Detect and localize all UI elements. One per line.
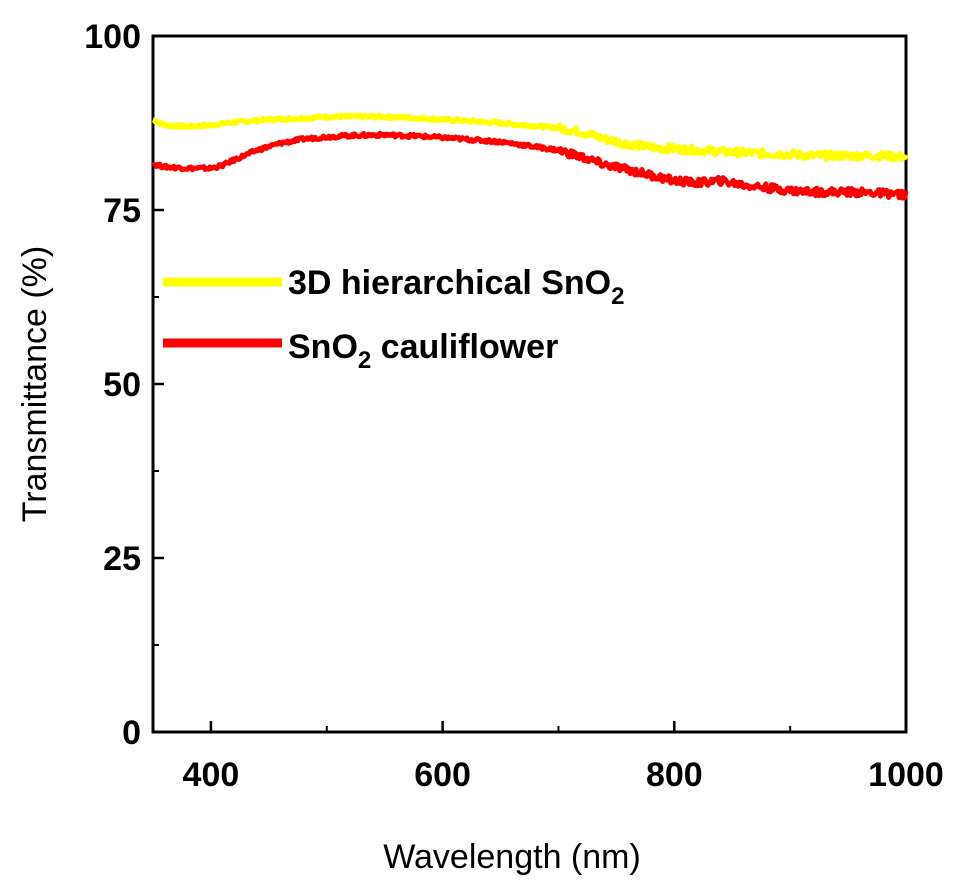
plot-frame — [151, 34, 908, 734]
y-tick-label: 25 — [103, 540, 141, 578]
legend-label-hierarchical: 3D hierarchical SnO2 — [288, 264, 625, 310]
x-tick-label: 600 — [414, 756, 471, 794]
x-tick-label: 1000 — [868, 756, 944, 794]
y-tick-label: 100 — [84, 18, 141, 56]
legend: 3D hierarchical SnO2 SnO2 cauliflower — [163, 264, 625, 374]
legend-label-cauliflower: SnO2 cauliflower — [288, 328, 558, 374]
x-tick-label: 800 — [646, 756, 703, 794]
x-tick-label: 400 — [183, 756, 240, 794]
y-axis-ticks: 0 25 50 75 100 — [84, 18, 164, 752]
y-tick-label: 50 — [103, 366, 141, 404]
y-tick-label: 0 — [122, 714, 141, 752]
series-line-1 — [151, 130, 909, 201]
series-layer — [151, 112, 909, 201]
series-line-0 — [151, 112, 909, 163]
y-tick-label: 75 — [103, 192, 141, 230]
y-axis-title: Transmittance (%) — [16, 246, 54, 522]
x-axis-title: Wavelength (nm) — [383, 838, 641, 876]
x-axis-ticks: 400 600 800 1000 — [183, 721, 944, 794]
